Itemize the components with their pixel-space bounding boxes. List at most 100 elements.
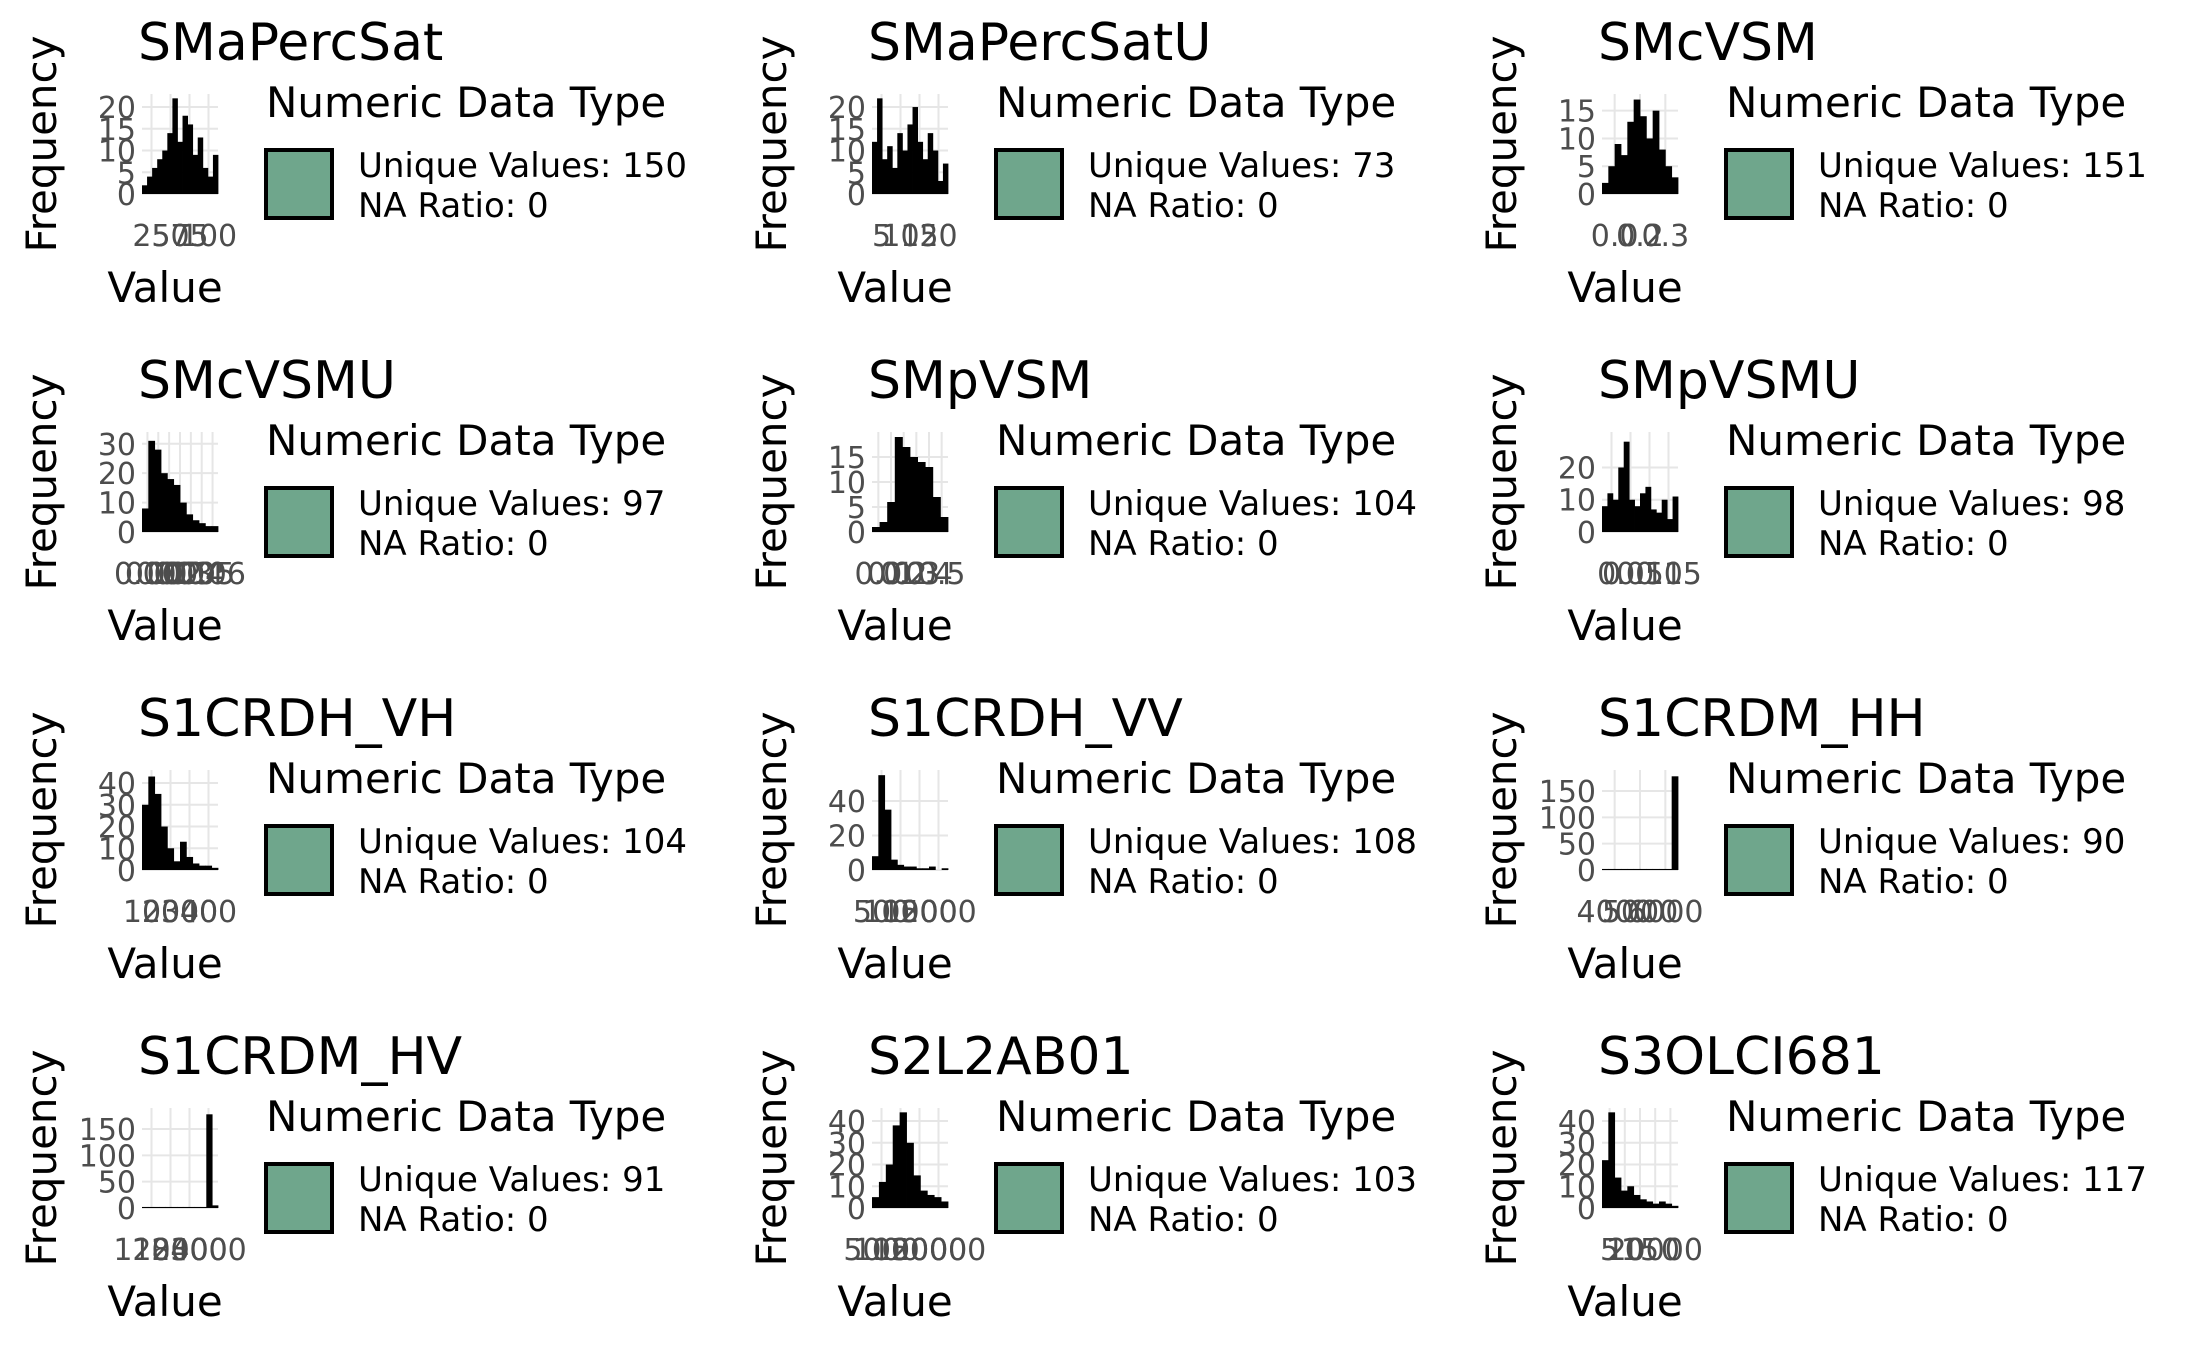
x-tick-label: 3000: [170, 1233, 246, 1268]
histogram-bar: [167, 133, 173, 194]
histogram-bar: [892, 1125, 901, 1208]
y-tick-label: 15: [1558, 95, 1596, 130]
x-tick-label: 0: [1602, 557, 1621, 592]
legend-unique-values: Unique Values: 103: [1088, 1160, 1417, 1200]
y-tick-label: 40: [1558, 1105, 1596, 1140]
histogram-bar: [1665, 1203, 1673, 1208]
legend-unique-values: Unique Values: 98: [1818, 484, 2125, 524]
legend-na-ratio: NA Ratio: 0: [1818, 524, 2009, 564]
histogram-bar: [142, 508, 149, 532]
histogram-bar: [1629, 499, 1635, 532]
y-axis-label: Frequency: [1477, 1050, 1526, 1267]
histogram-bar: [1640, 1199, 1647, 1208]
histogram-bar: [1652, 868, 1660, 870]
legend-unique-values: Unique Values: 104: [1088, 484, 1417, 524]
x-tick-label: 0.05: [168, 557, 235, 592]
histogram-bar: [142, 804, 149, 870]
panel-title: S3OLCI681: [1598, 1027, 1885, 1087]
histogram-bar: [161, 473, 168, 532]
y-tick-label: 0: [117, 854, 136, 889]
y-tick-label: 10: [98, 832, 136, 867]
histogram-bar: [1602, 1160, 1609, 1208]
histogram-bar: [157, 159, 163, 194]
histogram-bar: [153, 1206, 160, 1208]
histogram-bar: [1650, 509, 1657, 532]
x-tick-label: 15: [1621, 1233, 1659, 1268]
histogram-bar: [173, 861, 181, 870]
x-tick-label: 0.05: [1597, 557, 1664, 592]
histogram-bar: [872, 141, 878, 194]
histogram-bar: [872, 1197, 880, 1208]
histogram-bar: [1661, 499, 1668, 532]
legend-title: Numeric Data Type: [996, 1092, 1396, 1141]
histogram-bar: [173, 484, 181, 532]
legend-unique-values: Unique Values: 90: [1818, 822, 2125, 862]
legend-swatch: [264, 1162, 334, 1234]
histogram-bar: [906, 1142, 914, 1208]
x-tick-label: 0.3: [892, 557, 940, 592]
histogram-bar: [887, 146, 893, 194]
x-tick-label: 0.00: [114, 557, 181, 592]
legend-unique-values: Unique Values: 91: [358, 1160, 665, 1200]
histogram-bar: [897, 864, 905, 870]
histogram-bar: [922, 159, 929, 194]
y-tick-label: 0: [117, 516, 136, 551]
histogram-bar: [186, 514, 194, 532]
x-tick-label: 0.0: [854, 557, 902, 592]
x-tick-label: 10: [1606, 1233, 1644, 1268]
x-tick-label: 2400: [151, 1233, 227, 1268]
histogram-bar: [187, 124, 194, 194]
y-tick-label: 20: [828, 820, 866, 855]
x-axis-label: Value: [107, 601, 222, 650]
x-axis-label: Value: [837, 601, 952, 650]
y-tick-label: 10: [1558, 122, 1596, 157]
histogram-bar: [929, 866, 936, 870]
y-tick-label: 15: [98, 113, 136, 148]
histogram-bar: [1602, 182, 1609, 194]
y-tick-label: 0: [1577, 1192, 1596, 1227]
x-axis-label: Value: [107, 263, 222, 312]
x-axis-label: Value: [107, 1277, 222, 1326]
histogram-bar: [885, 1164, 894, 1208]
x-tick-label: 20000: [1607, 1233, 1702, 1268]
histogram-bar: [1621, 868, 1628, 870]
histogram-bar: [879, 522, 888, 532]
histogram-bar: [167, 848, 175, 870]
histogram-bar: [882, 159, 888, 194]
y-tick-label: 0: [117, 178, 136, 213]
legend-swatch: [994, 1162, 1064, 1234]
x-tick-label: 15000: [872, 1233, 967, 1268]
legend-na-ratio: NA Ratio: 0: [1088, 524, 1279, 564]
y-tick-label: 5: [847, 491, 866, 526]
histogram-bar: [892, 167, 898, 194]
y-tick-label: 15: [828, 441, 866, 476]
x-tick-label: 75: [170, 219, 208, 254]
y-tick-label: 40: [98, 767, 136, 802]
y-tick-label: 10: [828, 466, 866, 501]
histogram-bar: [903, 866, 911, 870]
histogram-bar: [212, 1205, 219, 1208]
histogram-bar: [937, 180, 944, 194]
legend-swatch: [264, 824, 334, 896]
x-tick-label: 6000: [1627, 895, 1703, 930]
x-tick-label: 5: [872, 219, 891, 254]
legend-na-ratio: NA Ratio: 0: [1818, 186, 2009, 226]
legend-swatch: [994, 824, 1064, 896]
x-tick-label: 50: [151, 219, 189, 254]
histogram-panel: SMaPercSatUFrequencyValue051015205101520…: [747, 13, 1396, 312]
y-tick-label: 50: [98, 1166, 136, 1201]
legend-title: Numeric Data Type: [266, 78, 666, 127]
panel-title: S1CRDH_VV: [868, 689, 1183, 749]
histogram-bar: [1627, 1186, 1635, 1208]
histogram-bar: [1602, 868, 1609, 870]
histogram-bar: [199, 865, 206, 870]
x-tick-label: 10000: [853, 1233, 948, 1268]
legend-unique-values: Unique Values: 117: [1818, 1160, 2147, 1200]
y-tick-label: 30: [828, 1127, 866, 1162]
y-tick-label: 30: [98, 428, 136, 463]
y-tick-label: 10: [1558, 484, 1596, 519]
legend-unique-values: Unique Values: 104: [358, 822, 687, 862]
